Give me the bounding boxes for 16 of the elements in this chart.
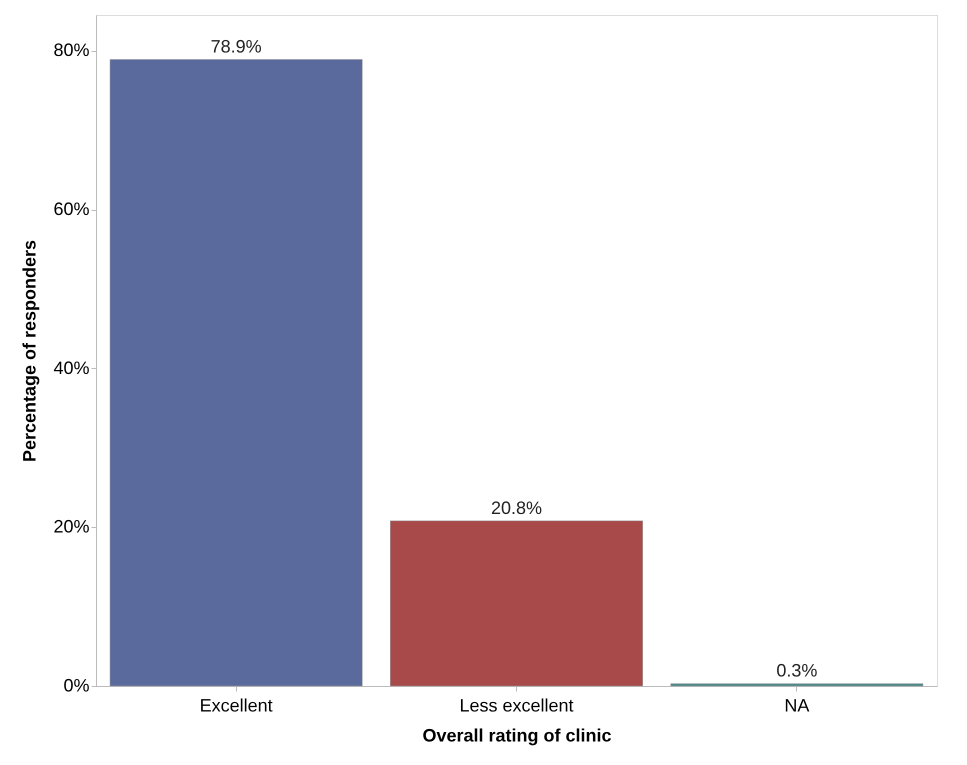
- y-tick-label: 0%: [63, 676, 90, 696]
- data-label: 20.8%: [490, 498, 542, 518]
- y-tick-label: 60%: [53, 199, 90, 220]
- x-tick-label: NA: [784, 696, 810, 716]
- x-tick-label: Excellent: [200, 696, 273, 716]
- bar: [390, 520, 643, 686]
- y-tick-label: 80%: [53, 40, 90, 60]
- bar: [670, 683, 924, 686]
- x-tick-label: Less excellent: [459, 696, 574, 716]
- bar: [110, 59, 363, 686]
- y-axis-title: Percentage of responders: [19, 240, 40, 462]
- y-tick-label: 40%: [53, 358, 90, 378]
- data-label: 78.9%: [210, 36, 262, 56]
- data-label: 0.3%: [776, 660, 818, 681]
- y-tick-label: 20%: [53, 516, 90, 537]
- x-axis-title: Overall rating of clinic: [422, 726, 612, 746]
